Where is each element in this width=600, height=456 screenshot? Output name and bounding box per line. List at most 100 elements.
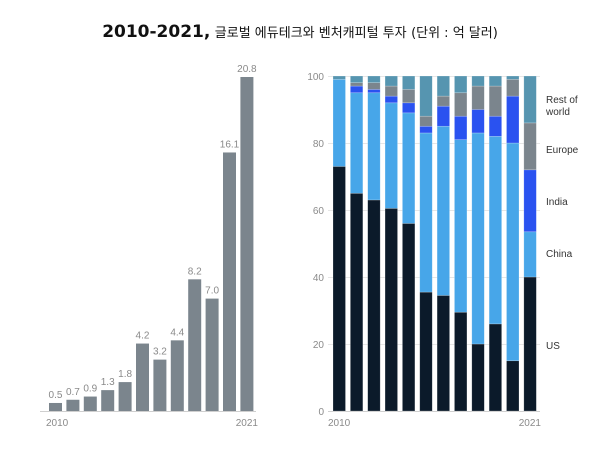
bar-value-label: 0.5: [49, 390, 63, 401]
legend-india: India: [546, 197, 568, 208]
legend-rest-of-world: Rest of: [546, 95, 578, 106]
segment-europe: [402, 89, 416, 104]
segment-china: [454, 139, 468, 313]
segment-us: [454, 311, 468, 412]
stacked-bar-2021: [523, 75, 537, 412]
bar-value-label: 4.2: [136, 331, 150, 342]
stacked-bar-2015: [419, 75, 433, 412]
y-tick-label-0: 0: [318, 407, 324, 418]
legend-rest-of-world-line2: world: [545, 107, 570, 118]
segment-india: [350, 85, 364, 94]
segment-india: [523, 169, 537, 233]
segment-china: [471, 132, 485, 345]
segment-europe: [350, 82, 364, 87]
bar-2021: [240, 77, 254, 411]
segment-china: [523, 231, 537, 278]
segment-china: [402, 112, 416, 224]
segment-us: [523, 276, 537, 412]
title-text: 글로벌 에듀테크와 벤처캐피털 투자: [214, 26, 407, 41]
bar-2019: [205, 298, 219, 411]
bar-2014: [118, 382, 132, 411]
segment-us: [384, 208, 398, 412]
stacked-bar-2018: [471, 75, 485, 412]
segment-us: [436, 295, 450, 412]
segment-us: [471, 343, 485, 412]
segment-india: [419, 125, 433, 134]
bar-2011: [66, 399, 80, 411]
segment-europe: [471, 85, 485, 110]
bar-value-label: 8.2: [188, 266, 202, 277]
segment-china: [367, 92, 381, 201]
segment-rest-of-world: [436, 75, 450, 97]
stacked-bar-2012: [367, 75, 381, 412]
bar-2016: [153, 359, 167, 411]
x-tick-label-2021: 2021: [519, 418, 542, 429]
segment-rest-of-world: [523, 75, 537, 124]
segment-china: [506, 142, 520, 362]
y-tick-label-20: 20: [313, 340, 325, 351]
bar-value-label: 7.0: [205, 286, 219, 297]
x-tick-label-2010: 2010: [46, 418, 69, 429]
bar-2012: [83, 396, 97, 411]
segment-us: [350, 192, 364, 412]
bar-value-label: 0.7: [66, 387, 80, 398]
segment-rest-of-world: [488, 75, 502, 87]
segment-us: [488, 323, 502, 412]
bar-value-label: 20.8: [237, 64, 257, 75]
x-tick-label-2021: 2021: [236, 418, 259, 429]
segment-us: [332, 166, 346, 412]
segment-europe: [506, 79, 520, 97]
stacked-bar-2020: [506, 75, 520, 412]
segment-china: [384, 102, 398, 209]
segment-india: [454, 115, 468, 140]
segment-europe: [367, 82, 381, 90]
bar-value-label: 0.9: [83, 384, 97, 395]
segment-india: [384, 95, 398, 104]
segment-india: [471, 109, 485, 134]
segment-europe: [454, 92, 468, 117]
segment-us: [419, 291, 433, 412]
bar-2018: [188, 279, 202, 411]
segment-china: [332, 79, 346, 167]
segment-india: [506, 95, 520, 144]
legend-us: US: [546, 341, 560, 352]
segment-us: [367, 199, 381, 412]
stacked-bar-2013: [384, 75, 398, 412]
title-unit: (단위 : 억 달러): [411, 26, 498, 41]
segment-rest-of-world: [367, 75, 381, 83]
stacked-bar-2010: [332, 75, 346, 412]
bar-value-label: 1.3: [101, 377, 115, 388]
bar-value-label: 4.4: [170, 327, 184, 338]
segment-rest-of-world: [350, 75, 364, 83]
legend-china: China: [546, 249, 573, 260]
y-tick-label-100: 100: [307, 72, 324, 83]
segment-europe: [488, 85, 502, 117]
segment-rest-of-world: [419, 75, 433, 117]
segment-europe: [523, 122, 537, 171]
segment-china: [419, 132, 433, 293]
x-tick-label-2010: 2010: [328, 418, 351, 429]
segment-rest-of-world: [384, 75, 398, 87]
segment-rest-of-world: [506, 75, 520, 80]
stacked-bar-2011: [350, 75, 364, 412]
y-tick-label-40: 40: [313, 273, 325, 284]
bar-value-label: 1.8: [118, 369, 132, 380]
bar-value-label: 3.2: [153, 347, 167, 358]
legend-europe: Europe: [546, 145, 579, 156]
stacked-bar-2014: [402, 75, 416, 412]
segment-china: [488, 136, 502, 325]
segment-india: [436, 105, 450, 127]
segment-india: [488, 115, 502, 137]
stacked-bar-2016: [436, 75, 450, 412]
stacked-bar-2019: [488, 75, 502, 412]
segment-europe: [419, 115, 433, 127]
segment-europe: [436, 95, 450, 107]
bar-2015: [136, 343, 149, 411]
segment-china: [436, 125, 450, 296]
segment-china: [350, 92, 364, 194]
segment-rest-of-world: [454, 75, 468, 94]
bar-2020: [223, 152, 236, 411]
segment-rest-of-world: [332, 75, 346, 80]
